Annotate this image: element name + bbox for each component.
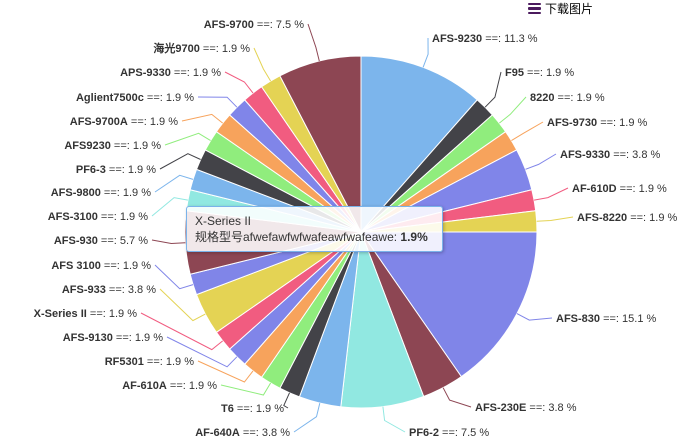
leader-line-afs-830 bbox=[516, 313, 553, 321]
leader-line-af-610a bbox=[220, 382, 272, 396]
leader-line-afs-9700a bbox=[181, 113, 224, 124]
leader-line-aglient7500c bbox=[197, 96, 238, 108]
leader-line-afs-9330 bbox=[525, 153, 557, 170]
chart-tooltip: X-Series II 规格型号afwefawfwfwafeawfwafeawe… bbox=[186, 206, 443, 252]
slice-label-af-640a: AF-640A ==: 3.8 % bbox=[195, 427, 290, 439]
labels-layer: AFS-9230 ==: 11.3 % F95 ==: 1.9 % 8220 ==:… bbox=[34, 19, 678, 439]
slice-label-afs-8220: AFS-8220 ==: 1.9 % bbox=[577, 212, 678, 224]
slice-label-afs-230e: AFS-230E ==: 3.8 % bbox=[475, 402, 577, 414]
leader-line-afs-9700 bbox=[307, 23, 320, 62]
leader-line-t6 bbox=[283, 392, 290, 409]
tooltip-metric-label: 规格型号afwefawfwfwafeawfwafeawe bbox=[195, 230, 394, 244]
slice-label-afs-830: AFS-830 ==: 15.1 % bbox=[556, 313, 657, 325]
leader-line-x-series-ii bbox=[140, 312, 224, 351]
slice-label-afs-3100: AFS 3100 ==: 1.9 % bbox=[51, 260, 151, 272]
slice-label-afs-9230: AFS-9230 ==: 11.3 % bbox=[432, 33, 538, 45]
leader-line-rf5301 bbox=[197, 360, 254, 383]
pie-slice-afs-9700[interactable] bbox=[279, 55, 362, 233]
slice-label-af-610d: AF-610D ==: 1.9 % bbox=[572, 183, 667, 195]
leader-line-afs-9800 bbox=[154, 174, 194, 193]
slice-label-9700: 海光9700 ==: 1.9 % bbox=[153, 41, 250, 55]
leader-line-afs-930 bbox=[151, 239, 186, 245]
slice-label-afs-933: AFS-933 ==: 3.8 % bbox=[62, 284, 156, 296]
leader-line-af-610d bbox=[534, 187, 569, 201]
slice-label-afs-9700: AFS-9700 ==: 7.5 % bbox=[204, 19, 305, 31]
leader-line-afs9230 bbox=[164, 132, 211, 146]
slice-label-afs-9730: AFS-9730 ==: 1.9 % bbox=[547, 117, 648, 129]
slice-label-afs-930: AFS-930 ==: 5.7 % bbox=[54, 235, 148, 247]
leader-line-afs-3100 bbox=[151, 197, 188, 217]
leader-line-afs-9730 bbox=[511, 121, 544, 142]
slice-label-af-610a: AF-610A ==: 1.9 % bbox=[122, 380, 217, 392]
leader-line-afs-9130 bbox=[166, 336, 238, 368]
leader-line-pf6-3 bbox=[159, 153, 201, 170]
slice-label-aglient7500c: Aglient7500c ==: 1.9 % bbox=[76, 92, 194, 104]
slice-label-8220: 8220 ==: 1.9 % bbox=[530, 92, 605, 104]
leader-line-af-640a bbox=[293, 402, 321, 433]
slice-label-afs-3100: AFS-3100 ==: 1.9 % bbox=[48, 211, 149, 223]
tooltip-metric-row: 规格型号afwefawfwfwafeawfwafeawe: 1.9% bbox=[195, 230, 428, 244]
leader-line-f95 bbox=[484, 71, 502, 108]
slice-label-afs-9700a: AFS-9700A ==: 1.9 % bbox=[70, 116, 178, 128]
leader-line-afs-3100 bbox=[154, 264, 194, 290]
tooltip-value: 1.9% bbox=[400, 230, 428, 244]
tooltip-series-name: X-Series II bbox=[195, 214, 252, 228]
leader-lines-layer bbox=[140, 23, 574, 433]
leader-line-afs-230e bbox=[442, 387, 472, 408]
slice-label-afs-9330: AFS-9330 ==: 3.8 % bbox=[560, 149, 661, 161]
slice-label-pf6-2: PF6-2 ==: 7.5 % bbox=[409, 427, 489, 439]
slice-label-afs-9800: AFS-9800 ==: 1.9 % bbox=[51, 187, 152, 199]
slice-label-afs9230: AFS9230 ==: 1.9 % bbox=[64, 140, 161, 152]
slice-label-aps-9330: APS-9330 ==: 1.9 % bbox=[120, 67, 221, 79]
download-image-button[interactable]: 下载图片 bbox=[528, 0, 593, 16]
leader-line-aps-9330 bbox=[224, 71, 254, 94]
slice-label-pf6-3: PF6-3 ==: 1.9 % bbox=[76, 164, 156, 176]
leader-line-pf6-2 bbox=[382, 406, 406, 433]
hamburger-menu-icon bbox=[528, 2, 541, 14]
leader-line-afs-8220 bbox=[536, 216, 574, 222]
slice-label-afs-9130: AFS-9130 ==: 1.9 % bbox=[63, 332, 164, 344]
leader-line-afs-9230 bbox=[422, 37, 429, 68]
download-image-label: 下载图片 bbox=[545, 1, 594, 16]
slice-label-f95: F95 ==: 1.9 % bbox=[505, 67, 574, 79]
leader-line-8220 bbox=[498, 96, 527, 124]
leader-line-9700 bbox=[253, 47, 272, 82]
slice-label-x-series-ii: X-Series II ==: 1.9 % bbox=[34, 308, 138, 320]
slice-label-rf5301: RF5301 ==: 1.9 % bbox=[105, 356, 195, 368]
slice-label-t6: T6 ==: 1.9 % bbox=[221, 403, 284, 415]
pie-slice-afs-9230[interactable] bbox=[360, 55, 478, 234]
leader-line-afs-933 bbox=[159, 288, 206, 322]
